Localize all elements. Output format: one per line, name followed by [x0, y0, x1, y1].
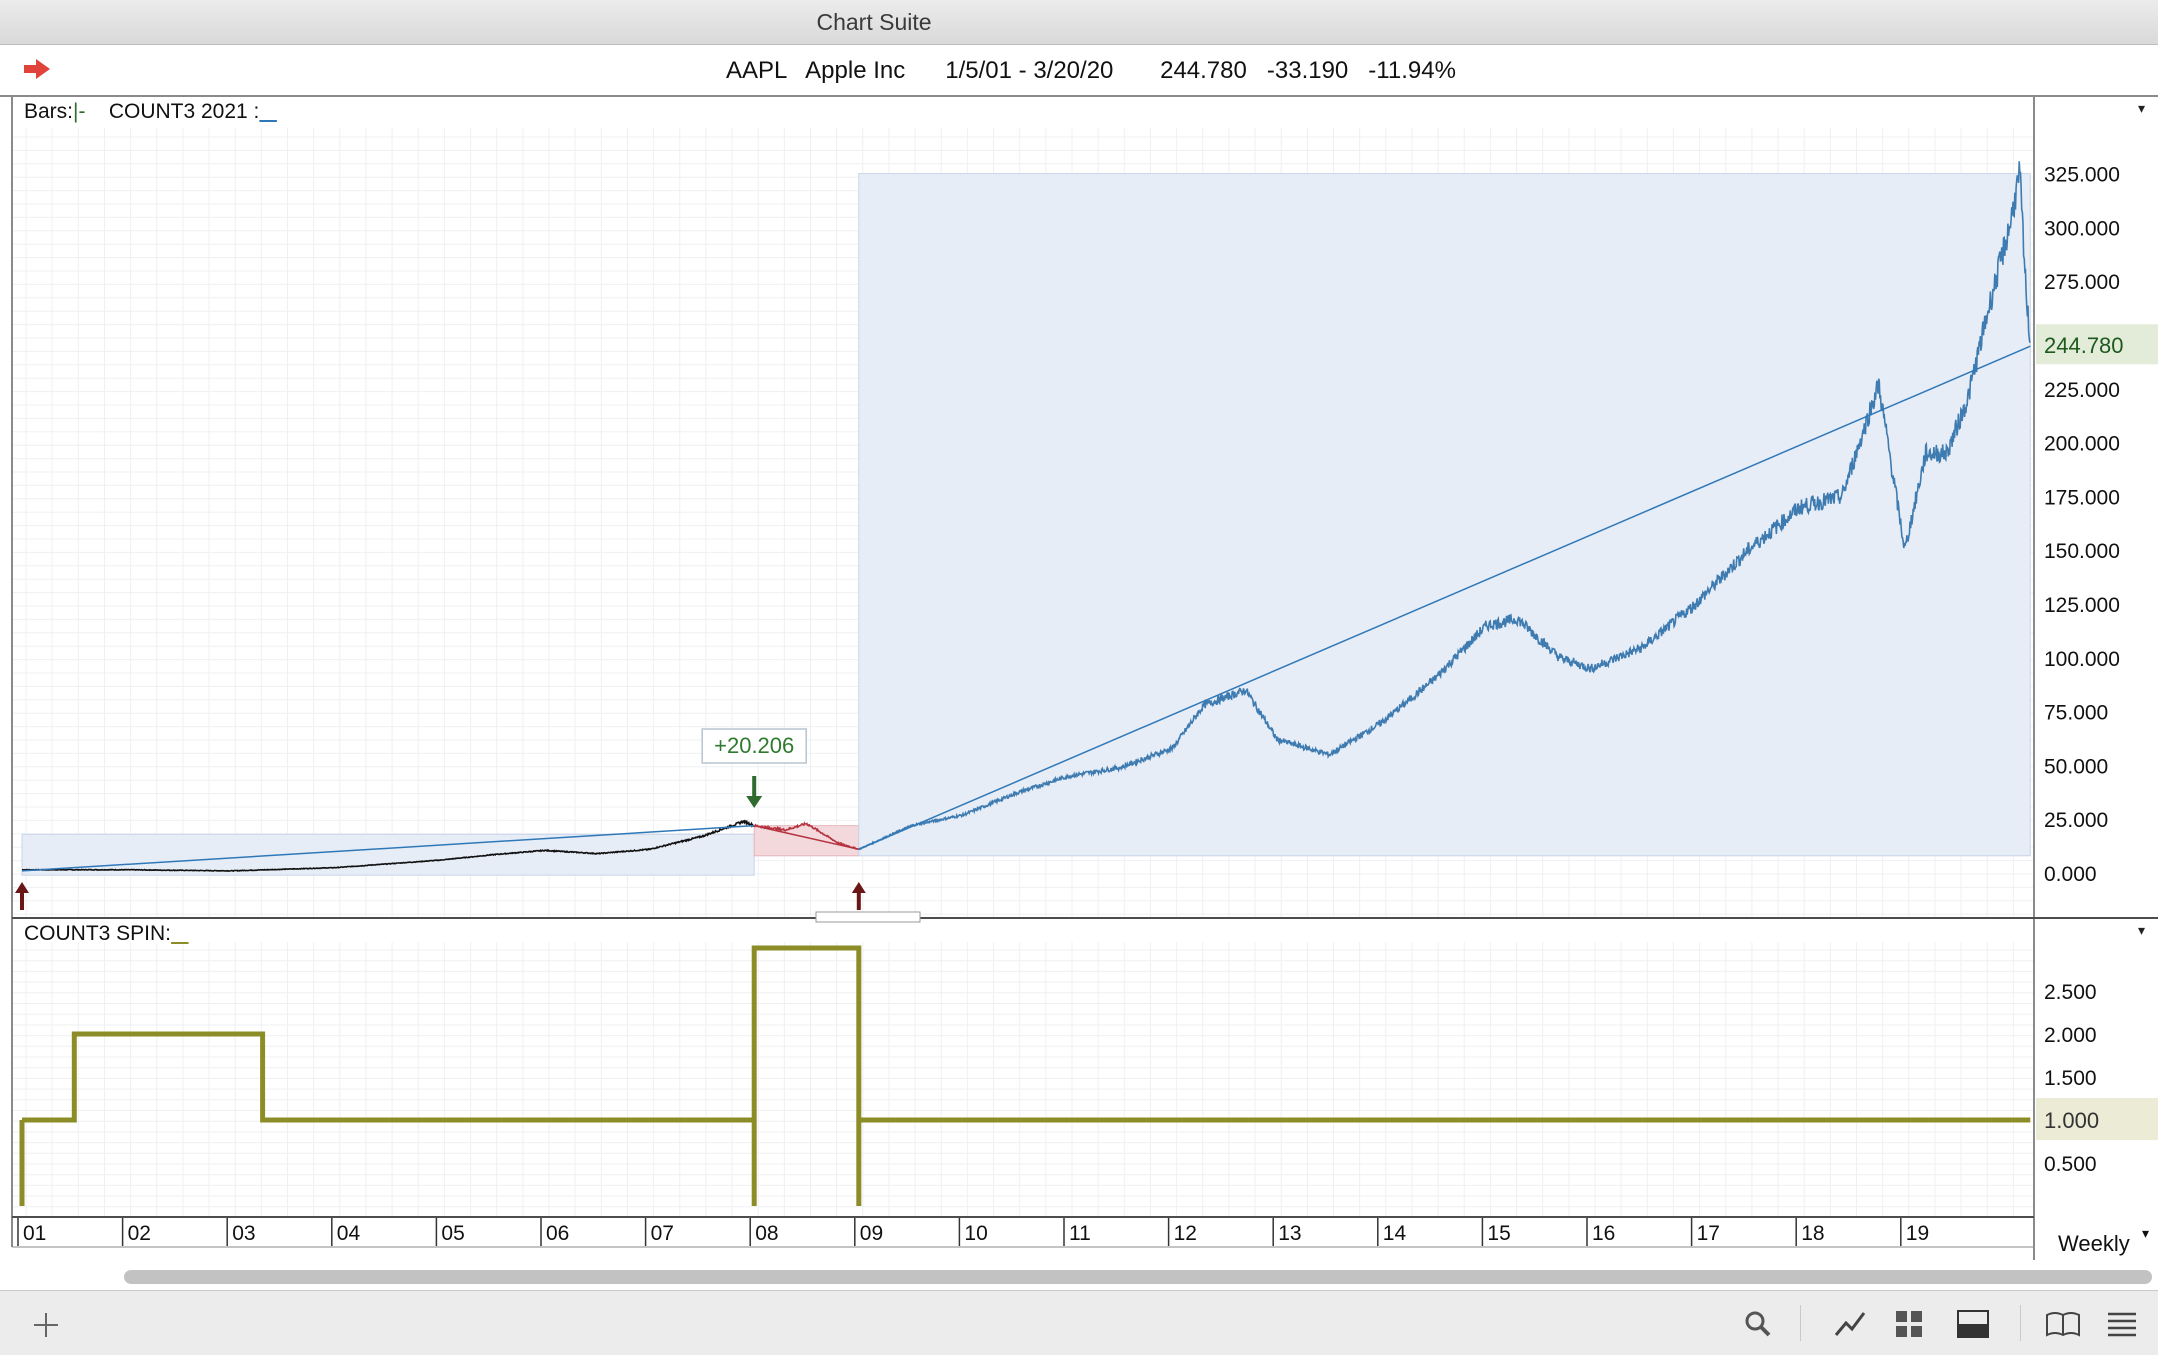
- chevron-down-icon: ▾: [2142, 1225, 2150, 1241]
- indicator-y-axis: 2.500 2.000 1.500 0.500: [2044, 981, 2097, 1176]
- symbol-info-bar: AAPL Apple Inc 1/5/01 - 3/20/20 244.780 …: [0, 45, 2158, 97]
- x-axis-tick-label: 12: [1174, 1222, 1197, 1245]
- timeframe-select[interactable]: Weekly ▾: [2040, 1225, 2158, 1267]
- symbol: AAPL: [726, 57, 787, 84]
- symbol-info: AAPL Apple Inc 1/5/01 - 3/20/20 244.780 …: [726, 57, 1456, 85]
- indicator-axis-tick: 0.500: [2044, 1153, 2097, 1176]
- buy-signal-arrow-2: [851, 882, 866, 910]
- bars-legend-label: Bars:: [24, 100, 74, 123]
- annotation-label: +20.206: [714, 733, 794, 758]
- price-line-segment-1: [21, 819, 755, 873]
- horizontal-scrollbar[interactable]: [124, 1270, 2152, 1284]
- x-axis-tick-label: 14: [1383, 1222, 1407, 1245]
- price-line-segment-2: [753, 821, 860, 851]
- x-axis-tick-label: 04: [337, 1222, 361, 1245]
- indicator-grid: [12, 942, 2034, 1217]
- date-range: 1/5/01 - 3/20/20: [945, 57, 1114, 84]
- indicator-axis-tick: 1.500: [2044, 1067, 2097, 1090]
- range-highlight-2: [753, 825, 860, 857]
- indicator-axis-tick: 2.500: [2044, 981, 2097, 1004]
- price-change-pct: -11.94%: [1368, 57, 1456, 84]
- x-axis-tick-label: 10: [964, 1222, 987, 1245]
- search-icon[interactable]: [1743, 1309, 1773, 1339]
- price-value-tag-label: 244.780: [2044, 333, 2124, 358]
- trend-line-segment: [21, 824, 755, 872]
- price-axis-tick: 50.000: [2044, 755, 2108, 778]
- x-axis-tick-label: 13: [1278, 1222, 1301, 1245]
- trend-line-segment: [858, 345, 2031, 851]
- buy-signal-arrow-1: [15, 882, 29, 910]
- price-axis-tick: 0.000: [2044, 863, 2097, 886]
- price-axis-tick: 100.000: [2044, 648, 2120, 671]
- range-highlight-3: [858, 173, 2031, 857]
- x-axis-tick-label: 07: [651, 1222, 674, 1245]
- price-axis-tick: 175.000: [2044, 486, 2120, 509]
- bottom-toolbar: [0, 1290, 2158, 1355]
- annotation-box: [701, 728, 807, 764]
- menu-list-icon[interactable]: [2106, 1311, 2138, 1337]
- x-axis-tick-label: 01: [23, 1222, 46, 1245]
- price-axis-tick: 25.000: [2044, 809, 2108, 832]
- indicator-value-tag-label: 1.000: [2044, 1108, 2099, 1133]
- link-arrow-icon[interactable]: [22, 57, 52, 81]
- price-y-axis: 325.000 300.000 275.000 225.000 200.000 175.0…: [2044, 164, 2120, 886]
- x-axis-tick-label: 08: [755, 1222, 778, 1245]
- x-axis-tick-label: 18: [1801, 1222, 1824, 1245]
- spin-line: [19, 945, 2031, 1206]
- x-axis-tick-label: 05: [441, 1222, 464, 1245]
- chart-canvas[interactable]: +20.206 325.000 300.000 275.000 225.000 200.…: [0, 0, 2158, 1290]
- value-tags: 244.780 1.000: [2036, 324, 2158, 1140]
- x-axis-tick-label: 09: [860, 1222, 883, 1245]
- indicator-series: [19, 945, 2031, 1206]
- sell-signal-arrow: [746, 776, 763, 808]
- x-axis-tick-label: 06: [546, 1222, 569, 1245]
- indicator-value-tag: [2036, 1098, 2158, 1140]
- indicator-pane-menu-icon[interactable]: ▾: [2138, 922, 2146, 938]
- x-axis-tick-label: 11: [1069, 1222, 1091, 1245]
- book-icon[interactable]: [2045, 1309, 2081, 1339]
- grid-layout-icon[interactable]: [1894, 1309, 1924, 1339]
- price-axis-tick: 125.000: [2044, 594, 2120, 617]
- price-axis-tick: 275.000: [2044, 271, 2120, 294]
- trend-line-segment: [754, 824, 859, 851]
- price-legend: Bars:|- COUNT3 2021 :: [24, 100, 260, 123]
- add-icon[interactable]: [32, 1311, 60, 1339]
- range-highlight-1: [21, 833, 755, 876]
- price-axis-tick: 75.000: [2044, 702, 2108, 725]
- price-axis-tick: 325.000: [2044, 164, 2120, 187]
- price-axis-tick: 200.000: [2044, 433, 2120, 456]
- x-axis-tick-label: 19: [1906, 1222, 1929, 1245]
- price-line-segment-3: [858, 161, 2031, 851]
- x-axis-tick-label: 17: [1697, 1222, 1720, 1245]
- line-chart-icon[interactable]: [1834, 1309, 1866, 1339]
- window-title: Chart Suite: [816, 9, 932, 35]
- last-price: 244.780: [1160, 57, 1247, 84]
- x-axis-tick-label: 16: [1592, 1222, 1615, 1245]
- x-axis-tick-label: 15: [1487, 1222, 1510, 1245]
- company-name: Apple Inc: [805, 57, 906, 84]
- price-axis-tick: 300.000: [2044, 217, 2120, 240]
- x-axis-tick-label: 02: [128, 1222, 151, 1245]
- price-change: -33.190: [1266, 57, 1349, 84]
- price-pane-menu-icon[interactable]: ▾: [2138, 100, 2146, 116]
- time-x-axis[interactable]: 01 02 03 04 05 06 07 08 09 10 11 12 13 14 15 16 17 18 19: [12, 1217, 2034, 1247]
- price-value-tag: [2036, 324, 2158, 365]
- indicator-legend: COUNT3 SPIN:: [24, 922, 189, 946]
- price-series: [21, 161, 2031, 873]
- pane-resize-handle: [815, 911, 921, 923]
- timeframe-label: Weekly: [2058, 1231, 2130, 1256]
- price-axis-tick: 225.000: [2044, 379, 2120, 402]
- pane-frames: [11, 96, 2158, 1260]
- price-axis-tick: 150.000: [2044, 540, 2120, 563]
- panel-layout-icon[interactable]: [1956, 1309, 1990, 1339]
- window-titlebar: Chart Suite: [0, 0, 2158, 45]
- x-axis-background: [12, 1217, 2034, 1247]
- indicator-legend-label: COUNT3 2021 :: [108, 100, 260, 123]
- spin-legend-label: COUNT3 SPIN:: [24, 922, 172, 945]
- x-axis-tick-label: 03: [232, 1222, 255, 1245]
- indicator-axis-tick: 2.000: [2044, 1024, 2097, 1047]
- signal-markers: +20.206: [15, 728, 866, 910]
